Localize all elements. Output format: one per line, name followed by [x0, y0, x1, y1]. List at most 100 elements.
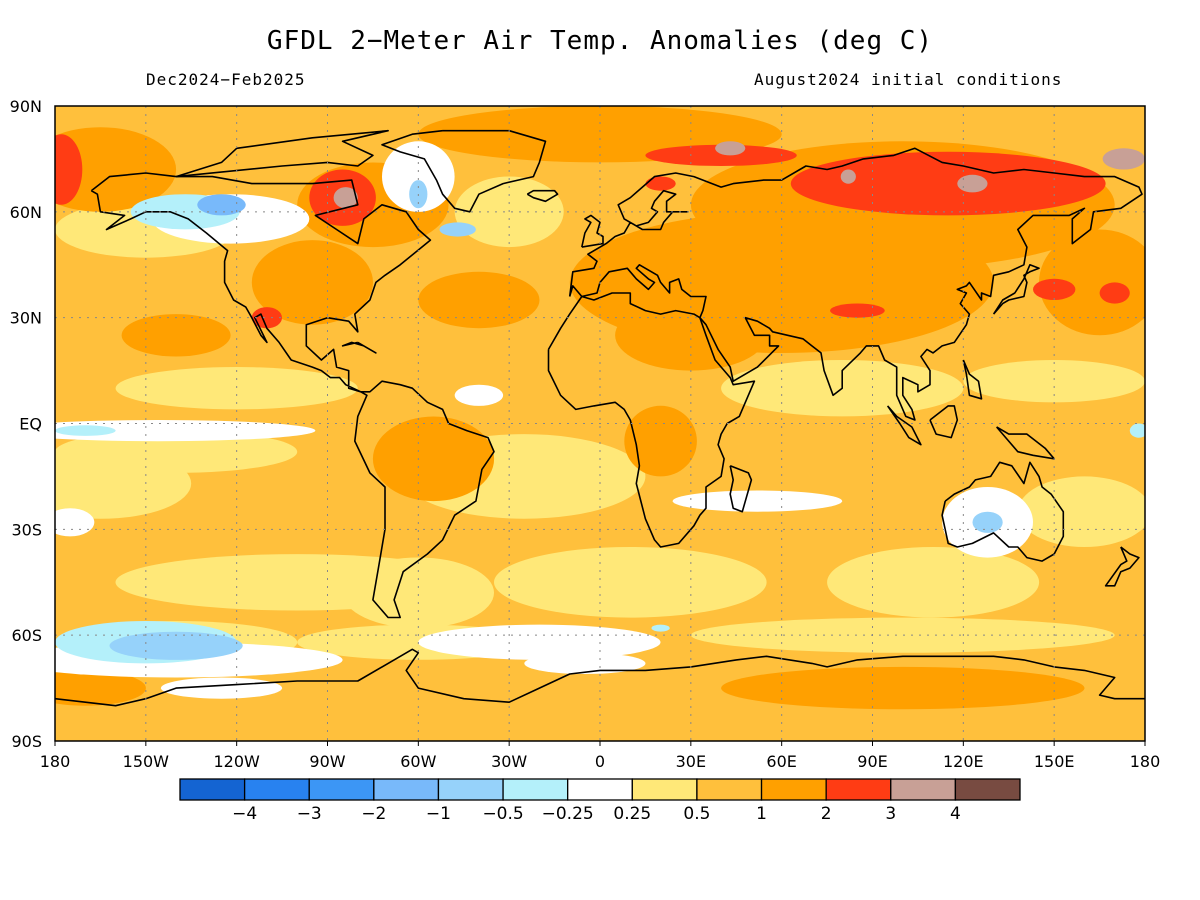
- anomaly-region: [645, 144, 797, 166]
- colorbar: −4 −3 −2 −1 −0.5 −0.25 0.25 0.5 1 2 3 4: [179, 778, 1021, 824]
- anomaly-region: [1017, 476, 1145, 547]
- colorbar-swatch: [696, 778, 763, 801]
- coastline: [381, 129, 547, 213]
- coastline: [941, 461, 1065, 562]
- colorbar-label: −4: [232, 804, 257, 824]
- graticule: [55, 106, 1145, 741]
- anomaly-region: [1039, 229, 1145, 336]
- colorbar-swatch: [373, 778, 440, 801]
- lon-tick-label: 120W: [213, 752, 260, 771]
- colorbar-swatch: [760, 778, 827, 801]
- anomaly-region: [197, 194, 246, 216]
- anomaly-region: [494, 547, 767, 618]
- colorbar-swatch: [567, 778, 633, 801]
- lat-tick-label: 60S: [11, 626, 42, 645]
- colorbar-label: −0.5: [482, 804, 523, 824]
- anomaly-region: [55, 127, 177, 212]
- anomaly-region: [790, 151, 1106, 216]
- coastline: [729, 465, 753, 513]
- colorbar-label: 1: [756, 804, 767, 824]
- colorbar-label: −2: [361, 804, 386, 824]
- anomaly-field: [55, 106, 1145, 741]
- lon-tick-label: 30E: [676, 752, 706, 771]
- anomaly-region: [418, 271, 540, 329]
- anomaly-region: [251, 307, 282, 329]
- forecast-period: Dec2024−Feb2025: [146, 70, 306, 89]
- coastline: [547, 292, 756, 548]
- anomaly-region: [1033, 278, 1076, 300]
- initial-conditions: August2024 initial conditions: [754, 70, 1063, 89]
- coastline: [929, 405, 959, 439]
- anomaly-region: [1099, 282, 1130, 304]
- anomaly-region: [651, 624, 670, 632]
- coastline: [1104, 546, 1140, 587]
- anomaly-region: [672, 490, 843, 512]
- anomaly-region: [382, 141, 455, 212]
- lat-tick-label: 90S: [11, 732, 42, 751]
- anomaly-region: [972, 511, 1003, 533]
- colorbar-label: −3: [297, 804, 322, 824]
- colorbar-label: 0.5: [683, 804, 710, 824]
- anomaly-region: [690, 617, 1115, 653]
- anomaly-region: [454, 384, 504, 406]
- coastlines: [55, 129, 1145, 707]
- anomaly-region: [342, 557, 494, 629]
- anomaly-region: [55, 420, 316, 442]
- anomaly-region: [160, 677, 283, 699]
- lon-tick-label: 60E: [766, 752, 796, 771]
- lat-tick-label: 30N: [10, 309, 42, 328]
- colorbar-label: 2: [821, 804, 832, 824]
- anomaly-region: [830, 303, 885, 318]
- colorbar-swatch: [631, 778, 698, 801]
- anomaly-region: [624, 405, 697, 477]
- lat-tick-label: 90N: [10, 97, 42, 116]
- lon-tick-label: 180: [1130, 752, 1161, 771]
- anomaly-region: [115, 367, 358, 410]
- colorbar-swatch: [954, 778, 1021, 801]
- lat-tick-label: 30S: [11, 520, 42, 539]
- anomaly-region: [418, 624, 661, 660]
- anomaly-region: [439, 222, 476, 237]
- lon-tick-label: 90W: [309, 752, 345, 771]
- colorbar-label: −1: [426, 804, 451, 824]
- colorbar-swatch: [308, 778, 375, 801]
- coastline: [341, 341, 377, 354]
- anomaly-region: [957, 174, 988, 193]
- colorbar-swatch: [890, 778, 957, 801]
- lon-tick-label: 30W: [491, 752, 527, 771]
- coastline: [526, 189, 559, 203]
- lon-tick-label: 90E: [857, 752, 887, 771]
- colorbar-swatch: [825, 778, 892, 801]
- anomaly-region: [109, 631, 243, 660]
- anomaly-region: [121, 314, 231, 357]
- colorbar-swatch: [437, 778, 504, 801]
- anomaly-region: [55, 425, 116, 436]
- anomaly-region: [55, 508, 95, 537]
- anomaly-region: [524, 652, 646, 675]
- anomaly-region: [1129, 423, 1145, 438]
- anomaly-region: [645, 176, 676, 191]
- anomaly-region: [715, 141, 746, 156]
- coastline: [992, 263, 1040, 315]
- lon-tick-label: 150W: [123, 752, 170, 771]
- anomaly-region: [333, 187, 358, 209]
- lat-tick-label: EQ: [19, 415, 42, 434]
- coastline: [90, 172, 495, 619]
- colorbar-label: 3: [885, 804, 896, 824]
- anomaly-region: [963, 360, 1145, 403]
- colorbar-label: 0.25: [613, 804, 651, 824]
- lat-tick-label: 60N: [10, 203, 42, 222]
- anomaly-region: [721, 666, 1085, 710]
- chart-title: GFDL 2−Meter Air Temp. Anomalies (deg C): [266, 26, 934, 56]
- coastline: [568, 147, 1143, 421]
- coastline: [581, 214, 604, 248]
- anomaly-region: [55, 134, 83, 205]
- lon-tick-label: 120E: [943, 752, 984, 771]
- anomaly-region: [55, 670, 146, 706]
- lon-tick-label: 150E: [1034, 752, 1075, 771]
- anomaly-region: [827, 547, 1040, 618]
- coastline: [55, 648, 1145, 707]
- coastline: [962, 359, 983, 400]
- colorbar-swatch: [243, 778, 310, 801]
